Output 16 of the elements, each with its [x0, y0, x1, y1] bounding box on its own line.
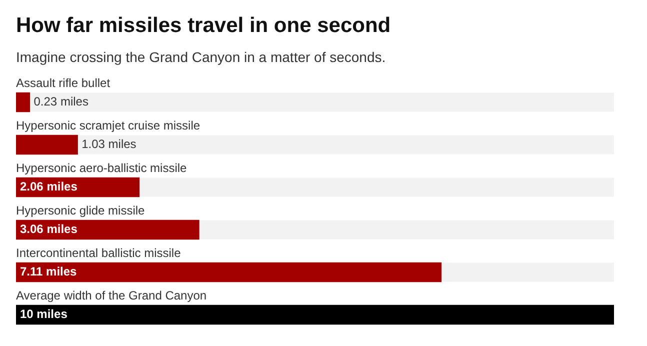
y-tick-label: Hypersonic glide missile: [16, 204, 146, 218]
data-label: 10 miles: [20, 307, 68, 322]
y-tick-label: Hypersonic scramjet cruise missile: [16, 118, 200, 133]
data-label: 0.23 miles: [34, 94, 88, 109]
y-tick-label: Average width of the Grand Canyon: [16, 288, 207, 303]
bar: [16, 134, 78, 155]
bar: [16, 92, 30, 112]
chart-subtitle: Imagine crossing the Grand Canyon in a matter of seconds.: [16, 48, 387, 66]
y-tick-label: Assault rifle bullet: [16, 76, 111, 90]
y-tick-label: Hypersonic aero-ballistic missile: [16, 161, 188, 176]
data-label: 1.03 miles: [82, 137, 136, 152]
data-label: 3.06 miles: [20, 222, 78, 236]
y-tick-label: Intercontinental ballistic missile: [16, 246, 182, 260]
data-label: 2.06 miles: [20, 180, 78, 194]
data-label: 7.11 miles: [20, 264, 78, 279]
chart-title: How far missiles travel in one second: [16, 14, 392, 38]
